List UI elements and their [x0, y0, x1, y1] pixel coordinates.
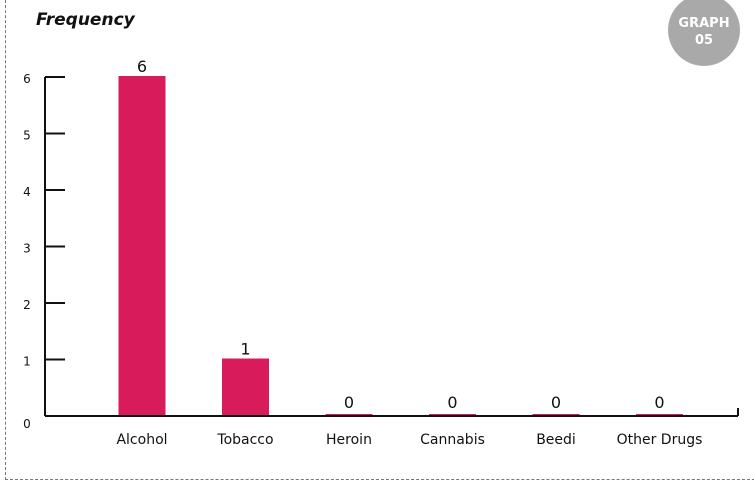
bar — [429, 414, 476, 415]
y-tick-label: 3 — [23, 242, 31, 256]
bar — [636, 414, 683, 415]
bar — [222, 358, 269, 415]
badge-line1: GRAPH — [678, 16, 730, 31]
y-tick-label: 0 — [23, 417, 31, 431]
x-tick-label: Alcohol — [116, 432, 167, 448]
y-tick-label: 4 — [23, 185, 31, 199]
x-tick-label: Cannabis — [420, 432, 485, 448]
bar — [325, 414, 373, 415]
data-label: 0 — [654, 393, 664, 412]
badge-line2: 05 — [694, 33, 714, 48]
data-label: 6 — [137, 57, 147, 76]
y-tick-label: 6 — [23, 72, 31, 86]
graph-badge: GRAPH 05 — [668, 0, 740, 66]
data-label: 0 — [344, 393, 354, 412]
x-tick-label: Other Drugs — [617, 432, 703, 448]
x-tick-label: Tobacco — [216, 432, 273, 448]
y-tick-label: 2 — [23, 298, 31, 312]
chart-title: Frequency — [36, 10, 135, 30]
data-label: 1 — [240, 340, 250, 359]
x-tick-label: Heroin — [326, 432, 372, 448]
data-label: 0 — [447, 393, 457, 412]
y-tick-label: 1 — [23, 355, 31, 369]
x-tick-label: Beedi — [536, 432, 576, 448]
bar — [532, 414, 580, 415]
bar — [118, 76, 166, 415]
y-tick-label: 5 — [23, 129, 31, 143]
data-label: 0 — [551, 393, 561, 412]
